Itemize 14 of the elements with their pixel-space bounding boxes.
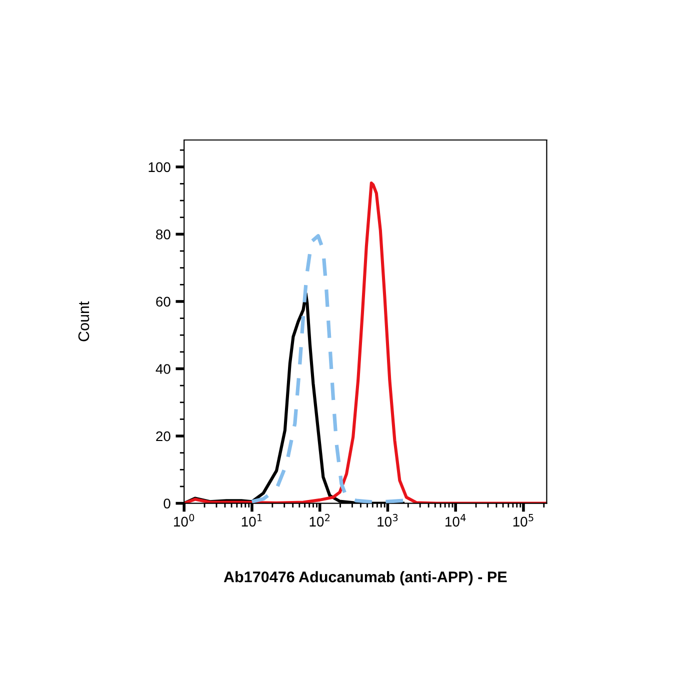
x-tick-label: 10$^{1}$ [242, 514, 262, 527]
y-tick-label: 40 [156, 364, 170, 374]
x-tick-label: 10$^{5}$ [513, 514, 534, 527]
x-tick-label: 10$^{0}$ [174, 514, 194, 527]
y-tick-label: 80 [156, 230, 170, 240]
y-tick-label: 0 [164, 498, 170, 508]
y-tick-label: 100 [148, 162, 170, 172]
y-axis-title: Count [78, 301, 90, 342]
y-tick-label: 60 [156, 296, 170, 307]
x-tick-label: 10$^{3}$ [378, 514, 398, 527]
x-tick-label: 10$^{2}$ [310, 514, 330, 527]
y-tick-label: 20 [156, 431, 170, 442]
x-tick-label: 10$^{4}$ [446, 514, 466, 527]
x-axis-title: Ab170476 Aducanumab (anti-APP) - PE [224, 571, 507, 586]
